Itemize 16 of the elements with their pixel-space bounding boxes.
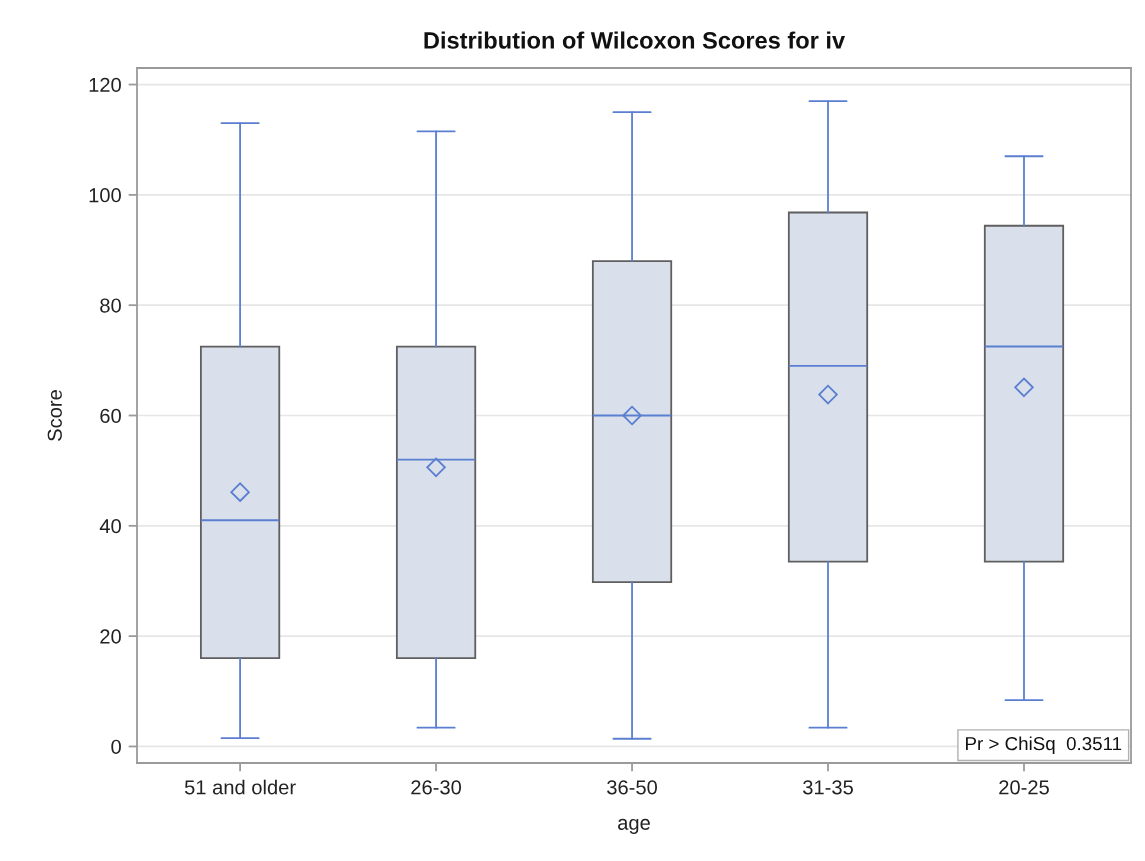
y-tick-label: 20 bbox=[100, 629, 121, 644]
chart-title: Distribution of Wilcoxon Scores for iv bbox=[424, 31, 846, 49]
y-tick-label: 60 bbox=[100, 408, 121, 423]
y-tick-label: 40 bbox=[99, 519, 121, 534]
x-tick-label: 26-30 bbox=[411, 780, 462, 795]
y-tick-label: 0 bbox=[111, 739, 121, 754]
y-tick-label: 120 bbox=[89, 77, 121, 93]
x-tick-label: 20-25 bbox=[999, 780, 1049, 795]
y-axis-title: Score bbox=[47, 390, 62, 441]
x-tick-label: 31-35 bbox=[803, 780, 853, 795]
y-tick-label: 100 bbox=[89, 188, 121, 203]
annotation: Pr > ChiSq 0.3511 bbox=[966, 736, 1122, 754]
x-axis-title: age bbox=[618, 818, 650, 834]
x-tick-label: 36-50 bbox=[607, 780, 658, 795]
x-tick-label: 51 and older bbox=[184, 779, 296, 795]
y-tick-label: 80 bbox=[100, 298, 121, 313]
